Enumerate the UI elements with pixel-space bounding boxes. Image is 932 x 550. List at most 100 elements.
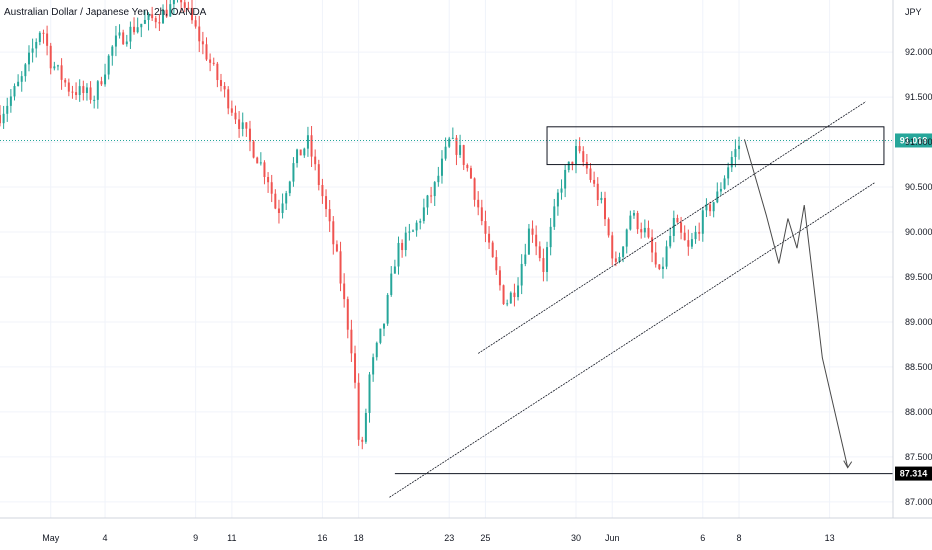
candle-body-up [419, 221, 422, 223]
time-tick-label: 11 [227, 533, 236, 543]
candles-layer[interactable] [0, 0, 741, 450]
candle-body-down [317, 164, 320, 186]
candle-body-down [477, 199, 480, 208]
candle-body-up [386, 294, 389, 324]
candle-body-down [488, 233, 491, 243]
current-price-label: 91.018 [900, 135, 928, 145]
price-tick-label: 90.500 [905, 182, 932, 192]
candle-body-up [303, 148, 306, 156]
candle-body-down [332, 221, 335, 245]
candle-body-down [698, 231, 701, 234]
candle-body-down [219, 80, 222, 86]
candle-body-up [564, 169, 567, 189]
current-price-badge [895, 133, 932, 148]
candle-body-up [426, 195, 429, 208]
candle-body-down [578, 146, 581, 152]
candle-body-down [350, 329, 353, 354]
candle-body-down [248, 128, 251, 142]
candle-body-down [230, 108, 233, 113]
candle-body-up [546, 247, 549, 272]
candle-body-down [346, 299, 349, 330]
candle-body-up [114, 35, 117, 47]
candle-body-up [169, 4, 172, 17]
candle-body-down [680, 222, 683, 233]
candle-body-up [643, 227, 646, 233]
candle-body-down [209, 59, 212, 63]
candle-body-down [535, 234, 538, 247]
price-tick-label: 90.000 [905, 227, 932, 237]
candle-body-up [393, 266, 396, 274]
candle-body-down [321, 185, 324, 197]
candle-body-down [133, 26, 136, 33]
candle-body-down [183, 2, 186, 8]
candle-body-up [38, 32, 41, 42]
candle-body-up [618, 256, 621, 262]
candle-body-down [64, 79, 67, 83]
candle-body-down [498, 270, 501, 286]
candle-body-up [281, 203, 284, 214]
candle-body-down [270, 182, 273, 194]
candle-body-down [676, 217, 679, 223]
candle-body-down [455, 137, 458, 155]
candle-body-up [147, 14, 150, 20]
price-tick-label: 89.500 [905, 272, 932, 282]
ascending-trendline [389, 182, 876, 498]
time-axis[interactable]: May 4 9 11 16 18 23 25 30 Jun 6 8 13 [42, 533, 834, 543]
time-tick-label: 6 [700, 533, 705, 543]
candle-body-up [694, 231, 697, 240]
candle-body-up [560, 188, 563, 193]
candle-body-up [292, 163, 295, 182]
candle-body-up [730, 157, 733, 168]
candle-body-up [701, 210, 704, 234]
candle-body-up [738, 145, 741, 150]
candle-body-down [187, 7, 190, 9]
grid-layer [0, 0, 893, 518]
price-tick-label: 87.500 [905, 452, 932, 462]
candle-body-up [723, 178, 726, 189]
time-tick-label: Jun [605, 533, 620, 543]
candle-body-up [129, 26, 132, 42]
candle-body-up [379, 328, 382, 343]
candle-body-up [422, 207, 425, 222]
candle-body-down [683, 232, 686, 241]
resistance-zone-box [546, 126, 885, 166]
candle-body-down [299, 149, 302, 156]
candle-body-down [542, 258, 545, 272]
candle-body-up [661, 266, 664, 269]
candle-body-up [125, 41, 128, 45]
candle-body-down [484, 221, 487, 234]
candle-body-up [35, 41, 38, 49]
time-tick-label: 13 [825, 533, 835, 543]
candle-body-up [415, 222, 418, 231]
candle-body-down [687, 240, 690, 247]
price-tick-label: 91.000 [905, 137, 932, 147]
candle-body-up [517, 285, 520, 298]
candle-body-up [259, 162, 262, 164]
candle-body-down [513, 292, 516, 298]
time-tick-label: 8 [737, 533, 742, 543]
candle-body-up [506, 303, 509, 305]
candle-body-up [20, 76, 23, 82]
candle-body-down [357, 382, 360, 440]
candle-body-up [285, 193, 288, 204]
candle-body-down [151, 14, 154, 19]
candle-body-up [143, 19, 146, 24]
price-axis[interactable]: 92.000 91.500 91.000 90.500 90.000 89.500 89.0… [905, 47, 932, 507]
candle-body-up [53, 66, 56, 69]
candle-body-down [473, 178, 476, 200]
candle-body-down [585, 162, 588, 169]
candle-body-down [593, 179, 596, 184]
candle-body-down [267, 176, 270, 183]
candle-body-down [234, 112, 237, 120]
candle-body-up [459, 145, 462, 155]
drawings-layer[interactable]: 91.018 87.314 [0, 101, 932, 498]
candle-body-down [538, 246, 541, 259]
candle-body-down [274, 193, 277, 209]
candle-body-down [654, 252, 657, 265]
time-tick-label: 18 [354, 533, 364, 543]
candle-body-down [245, 122, 248, 129]
candle-body-down [198, 26, 201, 42]
candle-body-up [408, 231, 411, 233]
